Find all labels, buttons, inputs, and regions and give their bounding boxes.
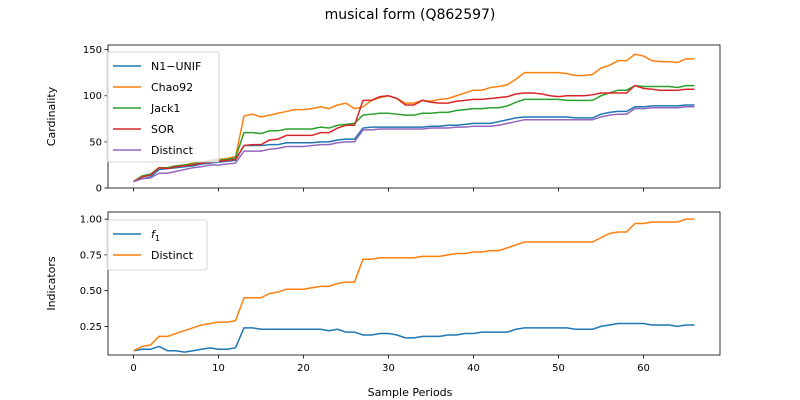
legend-label-chao92: Chao92: [151, 81, 193, 94]
legend-label-jack1: Jack1: [150, 102, 180, 115]
x-tick-label: 40: [467, 363, 480, 374]
x-tick-label: 30: [382, 363, 395, 374]
legend-label-sor: SOR: [151, 123, 175, 136]
series-line-distinct: [133, 106, 695, 183]
y-tick-label: 150: [83, 45, 102, 56]
x-tick-label: 60: [637, 363, 650, 374]
x-tick-label: 0: [130, 363, 136, 374]
y-tick-label: 0.75: [80, 250, 102, 261]
y-tick-label: 50: [89, 137, 102, 148]
indicators-panel: 0 10 20 30 40 50 60 0.25 0.50 0.75 1.00 Indicators f…: [45, 211, 721, 374]
legend-box: [106, 51, 220, 163]
y-tick-label: 0.25: [80, 322, 102, 333]
plot-frame: [107, 211, 721, 356]
chart-title: musical form (Q862597): [325, 7, 496, 23]
series-line-n1-unif: [133, 104, 695, 183]
legend: f1 Distinct: [106, 219, 208, 271]
legend-label-main: f: [151, 228, 157, 241]
series-line-sor: [133, 84, 695, 183]
legend-label-n1-unif: N1−UNIF: [151, 60, 201, 73]
series-line-distinct: [133, 218, 695, 352]
x-tick-label: 50: [552, 363, 565, 374]
y-tick-label: 0: [96, 184, 102, 195]
cardinality-panel: 0 50 100 150 Cardinality N1−UNIF Chao92 Jack1 SO…: [45, 44, 721, 195]
y-axis-label: Cardinality: [45, 86, 58, 146]
legend-label-subscript: 1: [155, 234, 160, 243]
y-tick-label: 100: [83, 91, 102, 102]
series-line-jack1: [133, 84, 695, 183]
x-tick-label: 10: [212, 363, 225, 374]
legend-label-f1: f1: [151, 228, 160, 243]
y-tick-label: 1.00: [80, 215, 102, 226]
series-line-chao92: [133, 53, 695, 183]
x-axis-label: Sample Periods: [368, 386, 453, 399]
y-axis-label: Indicators: [45, 256, 58, 311]
y-tick-label: 0.50: [80, 286, 102, 297]
legend-label-distinct: Distinct: [151, 249, 194, 262]
legend-box: [106, 219, 208, 271]
series-line-f1: [133, 322, 695, 353]
legend-label-distinct: Distinct: [151, 144, 194, 157]
x-tick-label: 20: [297, 363, 310, 374]
legend: N1−UNIF Chao92 Jack1 SOR Distinct: [106, 51, 220, 163]
